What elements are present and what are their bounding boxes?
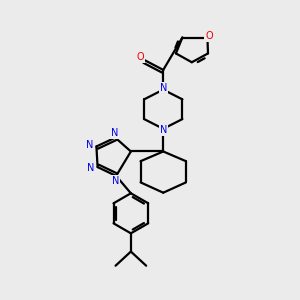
Text: N: N bbox=[86, 140, 94, 150]
Text: N: N bbox=[111, 128, 118, 138]
Text: N: N bbox=[160, 125, 167, 135]
Text: O: O bbox=[205, 31, 213, 41]
Text: O: O bbox=[136, 52, 144, 62]
Text: N: N bbox=[112, 176, 119, 186]
Text: N: N bbox=[87, 163, 95, 173]
Text: N: N bbox=[160, 83, 167, 93]
